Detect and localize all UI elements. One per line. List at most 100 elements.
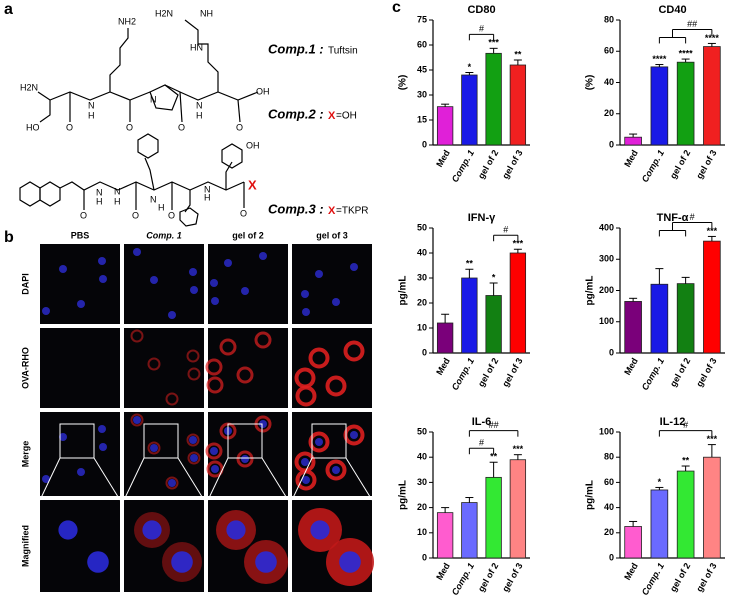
bond bbox=[39, 181, 61, 207]
bar bbox=[436, 512, 454, 559]
y-tick-label: 0 bbox=[422, 139, 427, 149]
significance: ** bbox=[682, 455, 690, 465]
y-tick-label: 20 bbox=[604, 527, 614, 537]
cell-signal bbox=[147, 357, 161, 371]
nucleus bbox=[226, 520, 246, 540]
compound-desc: =OH bbox=[336, 111, 357, 122]
nucleus bbox=[255, 551, 277, 573]
bar bbox=[461, 502, 478, 559]
atom-label: OH bbox=[256, 86, 270, 96]
significance: **** bbox=[705, 33, 720, 43]
cell-signal bbox=[308, 347, 330, 369]
y-tick-label: 20 bbox=[417, 297, 427, 307]
nucleus bbox=[77, 468, 85, 476]
bond bbox=[144, 157, 155, 191]
compound-desc: =TKPR bbox=[336, 206, 369, 217]
x-tick-label: gel of 3 bbox=[694, 561, 718, 593]
x-tick-label: gel of 3 bbox=[500, 356, 524, 388]
nucleus bbox=[189, 268, 197, 276]
compound-x: X bbox=[328, 110, 336, 122]
nucleus bbox=[87, 551, 109, 573]
cell-signal bbox=[147, 441, 161, 455]
significance: *** bbox=[488, 38, 499, 48]
x-tick-label: gel of 2 bbox=[668, 561, 692, 593]
nucleus bbox=[133, 248, 141, 256]
atom-label: H2N bbox=[155, 8, 173, 18]
atom-label: N bbox=[204, 184, 211, 194]
nucleus bbox=[99, 443, 107, 451]
y-tick-label: 200 bbox=[599, 285, 614, 295]
compound-x: X bbox=[328, 205, 336, 217]
nucleus bbox=[171, 551, 193, 573]
y-tick-label: 50 bbox=[417, 222, 427, 232]
x-tick-label: gel of 3 bbox=[500, 561, 524, 593]
y-tick-label: 60 bbox=[604, 477, 614, 487]
x-tick-label: gel of 2 bbox=[476, 148, 500, 180]
cell-signal bbox=[236, 450, 254, 468]
bond bbox=[164, 84, 259, 101]
x-tick-label: Med bbox=[434, 148, 452, 169]
nucleus bbox=[133, 416, 141, 424]
nucleus bbox=[241, 455, 249, 463]
bond bbox=[19, 181, 41, 207]
bar bbox=[436, 106, 454, 146]
y-tick-label: 100 bbox=[599, 426, 614, 436]
y-tick-label: 40 bbox=[604, 77, 614, 87]
y-axis-label: pg/mL bbox=[398, 276, 409, 306]
x-tick-label: Med bbox=[622, 356, 640, 377]
nucleus bbox=[42, 307, 50, 315]
bar bbox=[509, 459, 527, 559]
cell-signal bbox=[165, 476, 179, 490]
significance: *** bbox=[707, 226, 718, 236]
column-header: gel of 3 bbox=[316, 230, 348, 240]
cell-signal bbox=[205, 358, 223, 376]
bar bbox=[509, 64, 527, 146]
cell-signal bbox=[206, 460, 224, 478]
bond bbox=[149, 84, 179, 111]
nucleus bbox=[301, 290, 309, 298]
y-tick-label: 60 bbox=[604, 46, 614, 56]
x-substituent: X bbox=[248, 177, 257, 192]
x-tick-label: Med bbox=[434, 356, 452, 377]
atom-label: N bbox=[150, 94, 157, 104]
panel-label: c bbox=[392, 0, 401, 16]
y-axis-label: (%) bbox=[585, 75, 596, 91]
bar bbox=[509, 252, 527, 354]
bar bbox=[650, 489, 669, 559]
nucleus bbox=[302, 476, 310, 484]
nucleus bbox=[310, 520, 330, 540]
atom-label: O bbox=[236, 122, 243, 132]
nucleus bbox=[350, 431, 358, 439]
cell-signal bbox=[130, 413, 144, 427]
bracket-label: # bbox=[690, 212, 695, 222]
cell-signal bbox=[325, 375, 347, 397]
y-tick-label: 40 bbox=[604, 502, 614, 512]
significance: * bbox=[468, 62, 472, 72]
significance-bracket: # bbox=[493, 225, 519, 242]
zoom-line bbox=[123, 457, 145, 501]
y-axis-label: pg/mL bbox=[398, 480, 409, 510]
bond bbox=[184, 19, 219, 92]
nucleus bbox=[189, 436, 197, 444]
bracket-label: # bbox=[479, 24, 484, 34]
nucleus bbox=[315, 438, 323, 446]
bond bbox=[225, 161, 233, 190]
atom-label: H bbox=[204, 192, 211, 202]
micrograph bbox=[40, 500, 120, 592]
bar bbox=[436, 322, 454, 354]
atom-label: N bbox=[96, 187, 103, 197]
atom-label: O bbox=[240, 208, 247, 218]
y-tick-label: 15 bbox=[417, 114, 427, 124]
y-tick-label: 0 bbox=[422, 347, 427, 357]
atom-label: H bbox=[196, 110, 203, 120]
significance-bracket: ## bbox=[468, 420, 519, 437]
atom-label: HO bbox=[26, 122, 40, 132]
bond bbox=[37, 91, 151, 101]
y-tick-label: 400 bbox=[599, 222, 614, 232]
bond bbox=[109, 28, 129, 92]
significance: *** bbox=[707, 434, 718, 444]
bar bbox=[485, 52, 502, 146]
bond bbox=[59, 181, 245, 191]
cell-signal bbox=[343, 340, 365, 362]
